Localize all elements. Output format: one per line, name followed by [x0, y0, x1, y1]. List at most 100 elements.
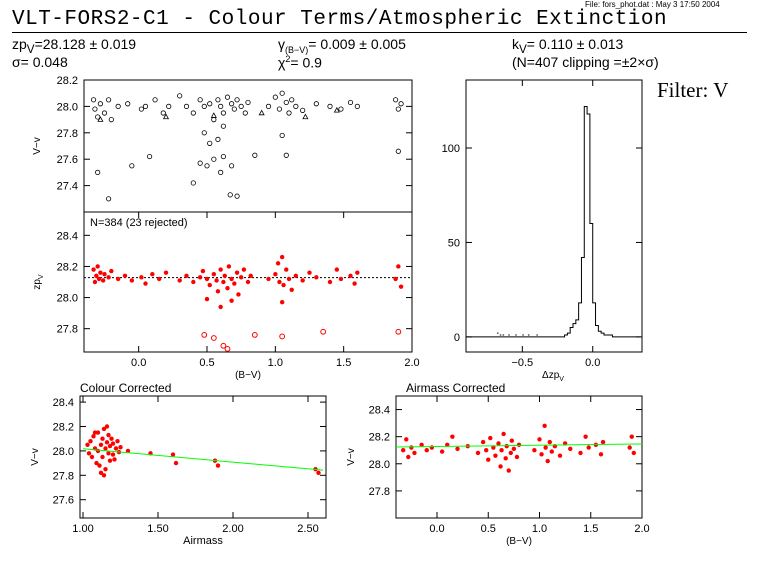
- top-panel-point: [95, 114, 101, 120]
- top-panel-point: [215, 136, 221, 142]
- airmass-corrected-title: Airmass Corrected: [406, 381, 505, 395]
- colour-corrected-point: [215, 463, 221, 468]
- colour-corrected-point: [115, 438, 120, 444]
- middle-panel-point: [241, 267, 247, 272]
- middle-panel-point: [207, 282, 212, 288]
- chi2-stat: χ2= 0.9: [278, 54, 322, 71]
- airmass-corrected-point: [516, 442, 522, 447]
- colour-corrected-point: [88, 438, 93, 444]
- middle-panel-point: [177, 278, 182, 283]
- colour-corrected-panel-xtick-label: 2.00: [222, 523, 243, 535]
- colour-corrected-point: [101, 473, 107, 478]
- colour-corrected-point: [106, 432, 111, 438]
- middle-panel-point: [393, 276, 398, 282]
- middle-panel-point: [122, 273, 128, 278]
- histogram-outline: [466, 105, 641, 338]
- top-panel-point: [289, 97, 295, 103]
- middle-panel-point: [218, 304, 223, 310]
- top-panel-point: [276, 106, 283, 112]
- airmass-corrected-point: [419, 442, 424, 447]
- middle-panel-point: [106, 275, 111, 280]
- top-panel-point: [97, 116, 104, 122]
- top-panel-ytick-label: 27.6: [57, 154, 78, 166]
- sigma-stat: σ= 0.048: [12, 54, 68, 70]
- airmass-corrected-point: [511, 446, 517, 452]
- middle-panel-xtick-label: 0.0: [131, 357, 146, 369]
- airmass-corrected-point: [532, 448, 537, 453]
- colour-corrected-point: [104, 424, 110, 429]
- top-panel-point: [106, 97, 112, 103]
- histogram-panel-ytick-label: 50: [448, 237, 460, 249]
- top-panel-point: [245, 99, 251, 106]
- middle-panel-point: [300, 278, 305, 283]
- colour-corrected-point: [112, 457, 117, 462]
- histogram-panel-xtick-label: −0.5: [511, 357, 533, 369]
- histogram-xlabel: ΔzpV: [542, 370, 564, 383]
- top-panel-point: [218, 169, 224, 175]
- airmass-corrected-point: [583, 434, 588, 439]
- middle-panel-ytick-label: 28.0: [57, 293, 78, 305]
- top-panel-point: [162, 113, 170, 120]
- histogram-panel-ytick-label: 0: [454, 332, 460, 344]
- top-panel-point: [347, 99, 354, 106]
- middle-panel-point: [229, 276, 234, 282]
- page-title: VLT-FORS2-C1 - Colour Terms/Atmospheric …: [12, 8, 668, 31]
- colour-corrected-point: [100, 436, 105, 441]
- top-panel-point: [101, 110, 108, 116]
- colour-corrected-panel-xtick-label: 1.50: [147, 523, 168, 535]
- middle-panel-point: [238, 275, 244, 280]
- colour-corrected-point: [94, 460, 99, 466]
- top-panel-point: [129, 163, 135, 169]
- top-panel-point: [231, 106, 237, 112]
- colour-corrected-panel-ytick-label: 27.8: [53, 470, 74, 482]
- airmass-corrected-point: [578, 450, 583, 456]
- airmass-corrected-point: [508, 450, 513, 456]
- airmass-corrected-panel-ytick-label: 27.8: [369, 486, 390, 498]
- middle-panel-point: [129, 278, 135, 283]
- middle-panel-point: [218, 267, 223, 272]
- airmass-corrected-panel-ytick-label: 28.2: [369, 432, 390, 444]
- colour-corrected-point: [107, 443, 113, 449]
- top-panel-point: [220, 110, 226, 116]
- middle-panel-point: [245, 279, 251, 285]
- colour-corrected-point: [103, 446, 108, 451]
- middle-panel-point: [334, 267, 340, 272]
- top-panel-ytick-label: 28.2: [57, 75, 78, 87]
- airmass-corrected-point: [537, 437, 542, 442]
- top-panel-point: [152, 97, 158, 103]
- middle-panel-point: [293, 273, 299, 278]
- middle-panel-frame: [83, 211, 413, 353]
- top-panel-point: [211, 156, 217, 162]
- colour-corrected-point: [101, 426, 107, 432]
- middle-panel-point: [221, 279, 226, 285]
- top-panel-ytick-label: 27.8: [57, 128, 78, 140]
- airmass-corrected-point: [424, 448, 429, 453]
- airmass-corrected-point: [627, 445, 632, 450]
- airmass-corrected-point: [503, 456, 508, 461]
- colour-corrected-panel-ytick-label: 28.0: [53, 446, 74, 458]
- top-panel-point: [313, 101, 319, 107]
- airmass-corrected-panel-xtick-label: 0.5: [481, 523, 496, 535]
- airmass-corrected-point: [545, 458, 550, 464]
- top-panel-point: [147, 153, 153, 160]
- middle-panel-point: [102, 272, 107, 277]
- colour-corrected-panel-ytick-label: 28.2: [53, 422, 74, 434]
- filter-label: Filter: V: [657, 78, 729, 102]
- middle-panel-point: [210, 335, 217, 341]
- airmass-corrected-point: [484, 448, 489, 453]
- airmass-corrected-point: [509, 438, 515, 443]
- colour-corrected-panel-xtick-label: 1.00: [72, 523, 93, 535]
- file-info: File: fors_phot.dat : May 3 17:50 2004: [585, 0, 720, 9]
- colour-corrected-point: [118, 445, 123, 450]
- airmass-corrected-panel-xtick-label: 2.0: [634, 523, 649, 535]
- top-panel-point: [354, 103, 360, 110]
- top-panel-point: [229, 163, 235, 169]
- airmass-corrected-point: [506, 468, 511, 473]
- top-panel-point: [392, 97, 399, 103]
- colour-corrected-point: [125, 448, 131, 454]
- middle-panel-point: [277, 279, 282, 285]
- top-panel-point: [238, 103, 244, 110]
- airmass-corrected-point: [586, 445, 591, 450]
- colour-corrected-point: [104, 440, 110, 445]
- top-panel-point: [90, 97, 97, 103]
